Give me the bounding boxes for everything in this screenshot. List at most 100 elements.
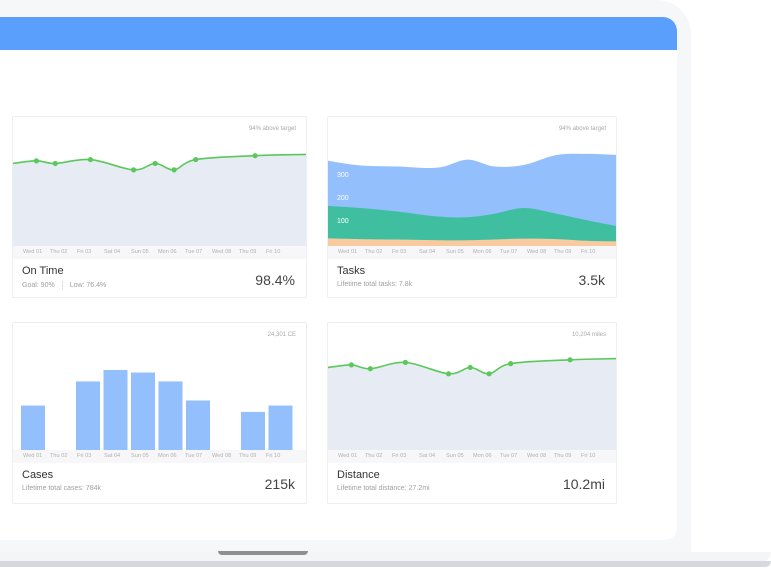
on-time-line-chart xyxy=(13,153,306,246)
x-axis: Wed 01 Thu 02 Fri 03 Sat 04 Sun 05 Mon 06 Tue … xyxy=(13,246,306,259)
laptop-notch xyxy=(218,551,308,555)
bar xyxy=(158,381,183,450)
on-time-card[interactable]: 94% above target Wed 01 Thu 02 Fri 03 Sat 0… xyxy=(12,116,307,298)
x-tick-label: Wed 08 xyxy=(212,249,232,255)
chart-note: 94% above target xyxy=(248,126,296,132)
tasks-card[interactable]: 300 200 100 94% above target Wed 01 Thu 0… xyxy=(327,116,617,298)
area-fill xyxy=(13,154,306,246)
distance-line-chart xyxy=(328,357,616,450)
x-tick-label: Thu 02 xyxy=(50,453,68,459)
card-value: 98.4% xyxy=(255,272,295,288)
x-axis: Wed 01 Thu 02 Fri 03 Sat 04 Sun 05 Mon 06 Tue … xyxy=(13,450,306,463)
x-tick-label: Fri 10 xyxy=(266,453,281,459)
x-tick-label: Sat 04 xyxy=(104,249,121,255)
header-bar xyxy=(0,17,677,50)
x-tick-label: Thu 02 xyxy=(50,249,68,255)
chart-note: 24,301 CE xyxy=(267,332,296,338)
data-point xyxy=(348,362,354,368)
x-tick-label: Mon 06 xyxy=(473,249,492,255)
card-value: 10.2mi xyxy=(562,476,605,492)
y-tick-label: 200 xyxy=(337,195,349,202)
x-tick-label: Sun 05 xyxy=(131,453,149,459)
x-tick-label: Wed 08 xyxy=(527,453,547,459)
card-subtitle: Lifetime total tasks: 7.8k xyxy=(337,281,413,288)
x-tick-label: Fri 10 xyxy=(266,249,281,255)
x-tick-label: Sat 04 xyxy=(419,249,436,255)
x-tick-label: Sat 04 xyxy=(419,453,436,459)
x-tick-label: Thu 02 xyxy=(365,453,383,459)
card-subtitle: Lifetime total distance: 27.2mi xyxy=(337,485,430,492)
chart-note: 94% above target xyxy=(558,126,606,132)
x-tick-label: Sun 05 xyxy=(446,249,464,255)
x-tick-label: Thu 09 xyxy=(239,249,257,255)
laptop-base xyxy=(0,552,771,562)
data-point xyxy=(193,156,199,163)
x-axis: Wed 01 Thu 02 Fri 03 Sat 04 Sun 05 Mon 06 Tue … xyxy=(328,246,616,259)
cases-chart xyxy=(13,323,306,450)
x-tick-label: Wed 01 xyxy=(23,453,43,459)
card-title: On Time xyxy=(22,265,64,277)
tasks-area-chart xyxy=(328,153,616,246)
series-line xyxy=(328,357,616,375)
data-point xyxy=(152,160,158,167)
x-tick-label: Tue 07 xyxy=(500,249,518,255)
x-tick-label: Fri 03 xyxy=(77,249,92,255)
x-tick-label: Mon 06 xyxy=(158,453,177,459)
distance-chart xyxy=(328,323,616,450)
x-tick-label: Wed 01 xyxy=(23,249,43,255)
tasks-chart xyxy=(328,117,616,246)
area-series-orange xyxy=(328,238,616,246)
bar xyxy=(241,411,265,450)
bar xyxy=(103,369,128,450)
divider xyxy=(61,281,63,290)
data-point xyxy=(252,153,258,159)
card-subtitle: Goal: 90% Low: 76.4% xyxy=(22,281,106,290)
x-tick-label: Wed 01 xyxy=(338,453,358,459)
x-tick-label: Sun 05 xyxy=(131,249,149,255)
data-point xyxy=(508,361,514,367)
card-title: Cases xyxy=(22,469,54,481)
x-tick-label: Tue 07 xyxy=(500,453,518,459)
x-axis: Wed 01 Thu 02 Fri 03 Sat 04 Sun 05 Mon 06 Tue … xyxy=(328,450,616,463)
x-tick-label: Fri 03 xyxy=(392,249,407,255)
card-title: Tasks xyxy=(337,265,366,277)
x-tick-label: Wed 08 xyxy=(212,453,232,459)
bar xyxy=(131,372,155,450)
data-point xyxy=(131,167,137,173)
low-text: Low: 76.4% xyxy=(69,282,107,289)
card-title: Distance xyxy=(337,469,380,481)
card-subtitle: Lifetime total cases: 784k xyxy=(22,485,101,492)
x-tick-label: Fri 03 xyxy=(392,453,407,459)
x-tick-label: Thu 02 xyxy=(365,249,383,255)
data-point xyxy=(87,156,93,163)
x-tick-label: Tue 07 xyxy=(185,453,203,459)
distance-card[interactable]: 10,204 miles Wed 01 Thu 02 Fri 03 Sat 04 Sun… xyxy=(327,322,617,504)
x-tick-label: Thu 09 xyxy=(554,453,572,459)
data-point xyxy=(446,371,452,377)
x-tick-label: Fri 10 xyxy=(581,453,596,459)
bar xyxy=(76,381,100,450)
x-tick-label: Sat 04 xyxy=(104,453,121,459)
area-fill xyxy=(328,358,616,450)
x-tick-label: Sun 05 xyxy=(446,453,464,459)
card-value: 3.5k xyxy=(578,272,605,288)
bar xyxy=(21,405,45,450)
y-tick-label: 300 xyxy=(337,172,349,179)
cases-card[interactable]: 24,301 CE Wed 01 Thu 02 Fri 03 Sat 04 Sun 05… xyxy=(12,322,307,504)
x-tick-label: Wed 08 xyxy=(527,249,547,255)
x-tick-label: Tue 07 xyxy=(185,249,203,255)
on-time-chart xyxy=(13,117,306,246)
x-tick-label: Fri 03 xyxy=(77,453,92,459)
x-tick-label: Fri 10 xyxy=(581,249,596,255)
y-tick-label: 100 xyxy=(337,218,349,225)
data-point xyxy=(567,357,573,363)
data-point xyxy=(52,160,58,167)
area-series-green xyxy=(328,205,616,246)
data-point xyxy=(367,366,373,372)
x-tick-label: Wed 01 xyxy=(338,249,358,255)
card-value: 215k xyxy=(264,476,295,492)
series-line xyxy=(13,153,306,171)
data-point xyxy=(33,158,39,164)
x-tick-label: Thu 09 xyxy=(554,249,572,255)
bar xyxy=(186,400,210,450)
